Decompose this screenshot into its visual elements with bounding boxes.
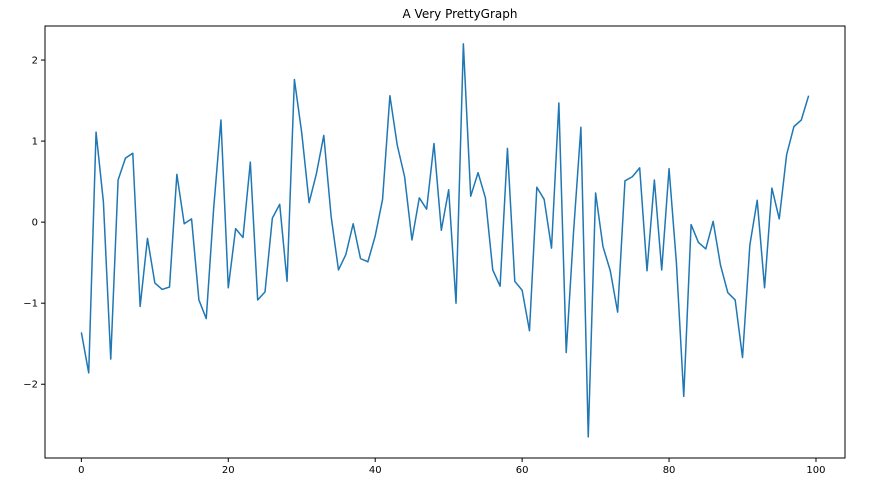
plot-frame (44, 25, 846, 459)
y-tick-label: 0 (32, 218, 38, 229)
x-tick-label: 40 (369, 465, 382, 476)
x-tick-label: 20 (222, 465, 235, 476)
x-tick-label: 0 (78, 465, 84, 476)
y-tick-label: 2 (32, 56, 38, 67)
y-tick-label: −1 (23, 299, 38, 310)
y-tick-label: −2 (23, 380, 38, 391)
plot-area (80, 43, 810, 438)
x-axis: 0 20 40 60 80 100 (78, 458, 826, 476)
x-tick-label: 100 (806, 465, 825, 476)
chart-title: A Very PrettyGraph (403, 7, 518, 21)
y-tick-label: 1 (32, 137, 38, 148)
y-axis: −2 −1 0 1 2 (23, 56, 45, 391)
series-line (80, 43, 810, 438)
x-tick-label: 60 (516, 465, 529, 476)
x-tick-label: 80 (663, 465, 676, 476)
